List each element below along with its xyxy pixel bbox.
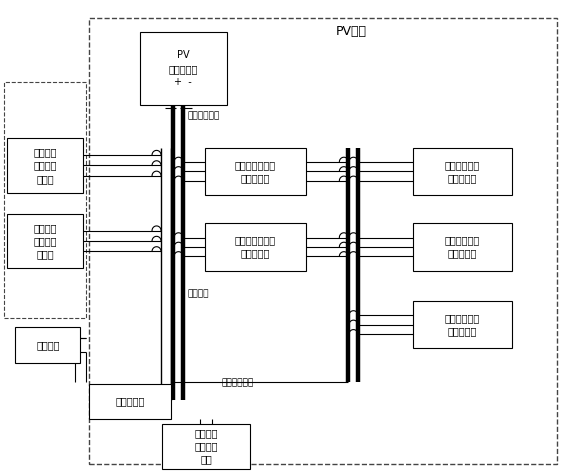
Bar: [413, 301, 512, 349]
Bar: [413, 148, 512, 195]
Text: 控制总线: 控制总线: [188, 290, 209, 299]
Text: 集成的非稳态应
用模块接口: 集成的非稳态应 用模块接口: [235, 160, 276, 183]
Bar: [139, 32, 227, 105]
Bar: [205, 223, 306, 271]
Text: 集成的稳态应
用模块接口: 集成的稳态应 用模块接口: [445, 160, 480, 183]
Bar: [7, 214, 83, 268]
Text: 直供电源总线: 直供电源总线: [188, 112, 220, 121]
Bar: [4, 82, 86, 318]
Text: PV组件: PV组件: [336, 25, 367, 38]
Text: 对外非稳
态电源调
至接口: 对外非稳 态电源调 至接口: [33, 223, 57, 259]
Text: 对外非稳
态电源调
至接口: 对外非稳 态电源调 至接口: [33, 147, 57, 184]
Bar: [89, 18, 557, 464]
Text: 集成的稳态应
用模块接口: 集成的稳态应 用模块接口: [445, 313, 480, 336]
Bar: [413, 223, 512, 271]
Text: 集成的稳态应
用模块接口: 集成的稳态应 用模块接口: [445, 235, 480, 258]
Bar: [162, 424, 249, 469]
Bar: [89, 384, 171, 419]
Bar: [15, 327, 81, 362]
Bar: [205, 148, 306, 195]
Text: PV
背面接线盒
+  -: PV 背面接线盒 + -: [168, 50, 198, 87]
Text: 集成控制器: 集成控制器: [115, 397, 145, 407]
Text: 恒压电源总线: 恒压电源总线: [222, 378, 253, 387]
Text: 对外恒压
电源调制
接口: 对外恒压 电源调制 接口: [194, 428, 218, 465]
Text: 集成的非稳态应
用模块接口: 集成的非稳态应 用模块接口: [235, 235, 276, 258]
Bar: [7, 138, 83, 193]
Text: 电池模块: 电池模块: [36, 340, 60, 350]
